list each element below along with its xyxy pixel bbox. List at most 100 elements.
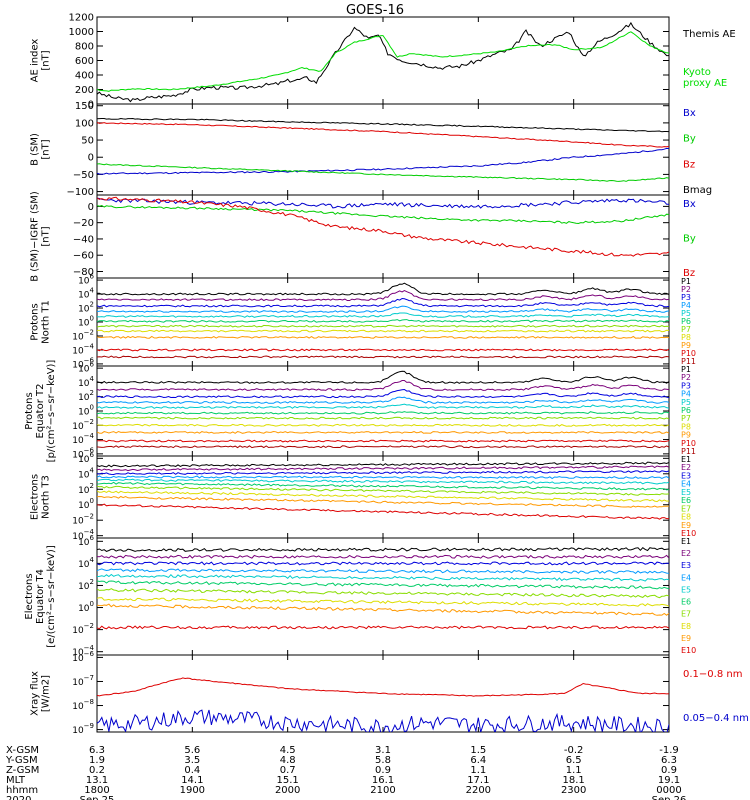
y-tick-label: 10−4 xyxy=(72,644,94,658)
series-line-p6 xyxy=(97,411,669,415)
series-group xyxy=(97,370,669,449)
legend-entry: P4 xyxy=(681,390,691,399)
series-line-p5 xyxy=(97,312,669,318)
ephemeris-table: X-GSM 6.3 5.6 4.5 3.1 1.5 -0.2 -1.9 Y-GSM 1.9 3.5 4… xyxy=(5,745,686,800)
ephemeris-value: 17.1 xyxy=(467,775,489,786)
series-line-p3 xyxy=(97,297,669,308)
panel-bigrf: −80 −60 −40 −20 0 B (SM)−IGRF (SM)[nT] Bx By Bz xyxy=(30,191,696,282)
series-line-e5 xyxy=(97,573,669,582)
legend-entry: P9 xyxy=(681,341,691,350)
legend-entry: P5 xyxy=(681,398,691,407)
legend-entry: P2 xyxy=(681,373,691,382)
ephemeris-value: 19.1 xyxy=(658,775,680,786)
legend-entry: E9 xyxy=(681,521,691,530)
ephemeris-value: 1.5 xyxy=(470,745,486,756)
ephemeris-value: 2100 xyxy=(370,785,395,796)
series-line-p11 xyxy=(97,445,669,449)
y-tick-label: 102 xyxy=(78,578,94,592)
series-line-p11 xyxy=(97,355,669,359)
series-line-p2 xyxy=(97,290,669,302)
ephemeris-value: 2200 xyxy=(466,785,491,796)
series-group xyxy=(97,282,669,359)
series-line-bmag xyxy=(97,117,669,133)
legend-entry: E3 xyxy=(681,471,691,480)
series-line-p8 xyxy=(97,423,669,427)
ephemeris-value: 3.1 xyxy=(375,745,391,756)
legend-entry: P2 xyxy=(681,285,691,294)
series-line-p1 xyxy=(97,370,669,384)
legend-entry: By xyxy=(683,234,696,245)
ephemeris-value: 2300 xyxy=(561,785,586,796)
ephemeris-value: 1900 xyxy=(180,785,205,796)
series-line-p1 xyxy=(97,282,669,296)
ephemeris-value: 15.1 xyxy=(277,775,299,786)
y-tick-label: 10−9 xyxy=(72,722,94,736)
legend-entry: P4 xyxy=(681,301,691,310)
y-tick-label: 50 xyxy=(81,136,94,147)
ephemeris-date-end: Sep 26 xyxy=(652,795,687,800)
y-tick-label: 100 xyxy=(78,600,94,614)
ephemeris-value: 0.2 xyxy=(89,765,105,776)
y-tick-label: −60 xyxy=(73,251,94,262)
y-tick-label: −80 xyxy=(73,267,94,278)
legend-entry: E7 xyxy=(681,504,691,513)
ephemeris-value: 0000 xyxy=(656,785,681,796)
y-tick-label: 200 xyxy=(75,85,94,96)
y-tick-label: 104 xyxy=(78,287,94,301)
ephemeris-value: -1.9 xyxy=(659,745,679,756)
series-line-e4 xyxy=(97,475,669,480)
series-line-0-1-0-8-nm xyxy=(97,677,669,697)
series-line-p4 xyxy=(97,396,669,404)
ephemeris-year: 2020 xyxy=(6,795,31,800)
legend-entry: E4 xyxy=(681,480,691,489)
y-axis-label: AE index[nT] xyxy=(30,39,52,83)
y-tick-label: 0 xyxy=(88,100,94,111)
y-axis-label: ElectronsNorth T3 xyxy=(30,474,52,520)
ephemeris-value: 2000 xyxy=(275,785,300,796)
series-line-e10 xyxy=(97,503,669,520)
y-axis-label: ProtonsEquator T2[p/(cm²−s−sr−keV)] xyxy=(24,360,57,463)
legend-entry: E4 xyxy=(681,573,691,582)
series-group xyxy=(97,461,669,520)
ephemeris-value: 0.9 xyxy=(661,765,677,776)
series-line-p5 xyxy=(97,403,669,409)
y-tick-label: 10−6 xyxy=(72,356,94,370)
ephemeris-value: 4.8 xyxy=(280,755,296,766)
series-line-p10 xyxy=(97,348,669,352)
y-tick-label: 1000 xyxy=(69,27,94,38)
y-tick-label: 600 xyxy=(75,56,94,67)
series-line-e8 xyxy=(97,597,669,607)
ephemeris-value: 1.9 xyxy=(89,755,105,766)
y-tick-label: 10−2 xyxy=(72,328,94,342)
legend-entry: Bmag xyxy=(683,185,712,196)
y-axis-label: ElectronsEquator T4[e/(cm²−s−sr−keV)] xyxy=(24,545,57,648)
ephemeris-value: 1.1 xyxy=(566,765,582,776)
ephemeris-value: -0.2 xyxy=(564,745,584,756)
ephemeris-value: 6.5 xyxy=(566,755,582,766)
series-line-p4 xyxy=(97,305,669,313)
series-line-p9 xyxy=(97,430,669,434)
legend-entry: Bx xyxy=(683,199,696,210)
series-line-e10 xyxy=(97,625,669,630)
legend-entry: E9 xyxy=(681,634,691,643)
series-line-p6 xyxy=(97,319,669,323)
series-line-e2 xyxy=(97,554,669,559)
plot-title: GOES-16 xyxy=(346,3,404,18)
legend-entry: P8 xyxy=(681,422,691,431)
y-tick-label: 10−4 xyxy=(72,528,94,542)
legend-entry: P9 xyxy=(681,431,691,440)
series-line-p8 xyxy=(97,329,669,333)
y-tick-label: 0 xyxy=(88,153,94,164)
legend-entry: P7 xyxy=(681,414,691,423)
series-line-e5 xyxy=(97,478,669,485)
y-tick-label: 106 xyxy=(78,361,94,375)
legend-entry: E5 xyxy=(681,585,691,594)
series-line-e7 xyxy=(97,588,669,599)
series-group xyxy=(97,21,669,103)
series-line-by xyxy=(97,163,669,182)
y-tick-label: 106 xyxy=(78,273,94,287)
ephemeris-value: 0.4 xyxy=(184,765,200,776)
series-group xyxy=(97,677,669,732)
